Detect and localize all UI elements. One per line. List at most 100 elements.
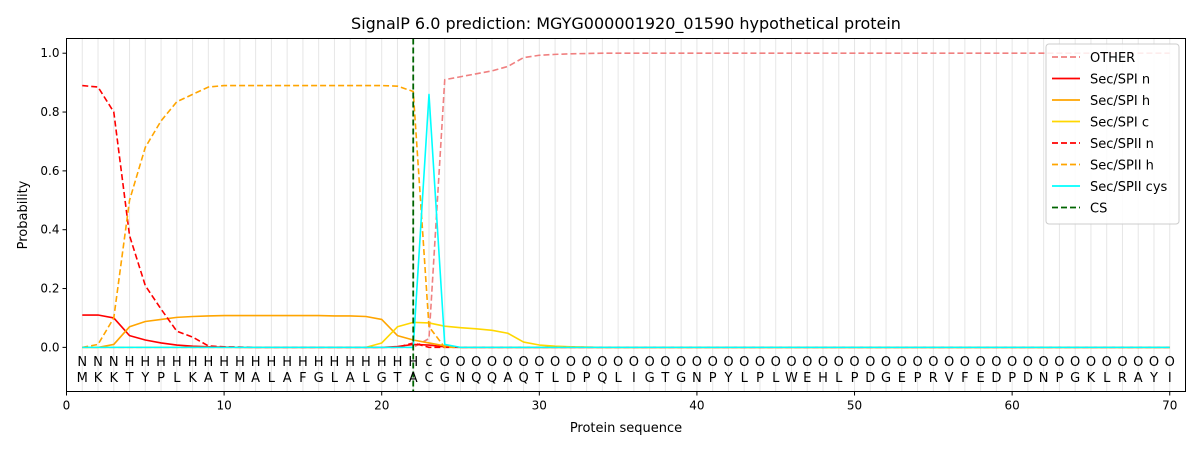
y-tick-label: 0.2	[40, 282, 59, 296]
residue-label: Y	[1149, 371, 1158, 386]
residue-label: F	[299, 371, 306, 386]
series-line-5	[82, 84, 1170, 349]
region-label: O	[487, 355, 497, 370]
residue-label: E	[898, 371, 906, 386]
residue-label: E	[977, 371, 985, 386]
region-label: O	[834, 355, 844, 370]
residue-label: N	[456, 371, 466, 386]
region-label: O	[755, 355, 765, 370]
region-label: O	[597, 355, 607, 370]
residue-label: T	[125, 371, 134, 386]
grid-lines	[81, 38, 1171, 392]
residue-label: T	[534, 371, 543, 386]
region-label: O	[818, 355, 828, 370]
sequence-labels: NMNKNKHTHYHPHLHKHAHTHMHAHLHAHFHGHLHAHLHG…	[77, 355, 1175, 386]
residue-label: R	[1118, 371, 1127, 386]
x-tick-label: 20	[374, 399, 389, 413]
residue-label: A	[346, 371, 355, 386]
region-label: H	[251, 355, 261, 370]
x-tick-label: 70	[1162, 399, 1177, 413]
region-label: O	[928, 355, 938, 370]
region-label: H	[393, 355, 403, 370]
residue-label: P	[1008, 371, 1016, 386]
residue-label: I	[632, 371, 636, 386]
series-line-4	[82, 84, 1170, 349]
region-label: H	[282, 355, 292, 370]
residue-label: G	[440, 371, 450, 386]
region-label: O	[739, 355, 749, 370]
residue-label: Q	[518, 371, 528, 386]
x-axis-ticks: 0 10 20 30 40 50 60 70	[63, 391, 1177, 413]
residue-label: Y	[140, 371, 149, 386]
residue-label: A	[251, 371, 260, 386]
region-label: H	[188, 355, 198, 370]
region-label: H	[266, 355, 276, 370]
region-label: O	[566, 355, 576, 370]
region-label: N	[109, 355, 119, 370]
region-label: H	[408, 355, 418, 370]
region-label: H	[203, 355, 213, 370]
residue-label: N	[692, 371, 702, 386]
y-tick-label: 0.6	[40, 164, 59, 178]
residue-label: L	[614, 371, 622, 386]
residue-label: L	[1103, 371, 1111, 386]
residue-label: Y	[723, 371, 732, 386]
region-label: O	[849, 355, 859, 370]
region-label: O	[676, 355, 686, 370]
residue-label: T	[660, 371, 669, 386]
region-label: O	[1149, 355, 1159, 370]
x-tick-label: 10	[216, 399, 231, 413]
region-label: N	[93, 355, 103, 370]
residue-label: L	[741, 371, 749, 386]
region-label: O	[802, 355, 812, 370]
region-label: O	[692, 355, 702, 370]
residue-label: V	[945, 371, 954, 386]
region-label: O	[1086, 355, 1096, 370]
residue-label: P	[914, 371, 922, 386]
residue-label: W	[785, 371, 798, 386]
legend-label: Sec/SPI h	[1090, 94, 1150, 109]
residue-label: K	[110, 371, 119, 386]
region-label: O	[518, 355, 528, 370]
region-label: H	[172, 355, 182, 370]
series-line-0	[82, 52, 1170, 349]
residue-label: A	[503, 371, 512, 386]
residue-label: L	[331, 371, 339, 386]
residue-label: D	[865, 371, 875, 386]
region-label: H	[361, 355, 371, 370]
residue-label: P	[851, 371, 859, 386]
region-label: O	[1117, 355, 1127, 370]
series-line-6	[82, 93, 1170, 349]
chart-title: SignalP 6.0 prediction: MGYG000001920_01…	[351, 14, 901, 34]
legend: OTHER Sec/SPI n Sec/SPI h Sec/SPI c Sec/SPII…	[1045, 43, 1180, 225]
residue-label: G	[1070, 371, 1080, 386]
residue-label: L	[835, 371, 843, 386]
residue-label: N	[1039, 371, 1049, 386]
legend-label: Sec/SPII n	[1090, 137, 1154, 152]
region-label: O	[897, 355, 907, 370]
region-label: H	[156, 355, 166, 370]
region-label: O	[944, 355, 954, 370]
region-label: H	[125, 355, 135, 370]
x-axis-label: Protein sequence	[570, 421, 682, 436]
region-label: N	[77, 355, 87, 370]
region-label: O	[960, 355, 970, 370]
region-label: H	[345, 355, 355, 370]
residue-label: Q	[471, 371, 481, 386]
region-label: O	[550, 355, 560, 370]
region-label: O	[1070, 355, 1080, 370]
region-label: O	[455, 355, 465, 370]
region-label: O	[1165, 355, 1175, 370]
y-tick-label: 0.8	[40, 105, 59, 119]
x-tick-label: 50	[847, 399, 862, 413]
region-label: H	[314, 355, 324, 370]
residue-label: A	[409, 371, 418, 386]
residue-label: P	[709, 371, 717, 386]
residue-label: P	[157, 371, 165, 386]
legend-label: OTHER	[1090, 51, 1135, 66]
region-label: O	[503, 355, 513, 370]
region-label: O	[1039, 355, 1049, 370]
region-label: O	[881, 355, 891, 370]
residue-label: L	[551, 371, 559, 386]
residue-label: P	[583, 371, 591, 386]
